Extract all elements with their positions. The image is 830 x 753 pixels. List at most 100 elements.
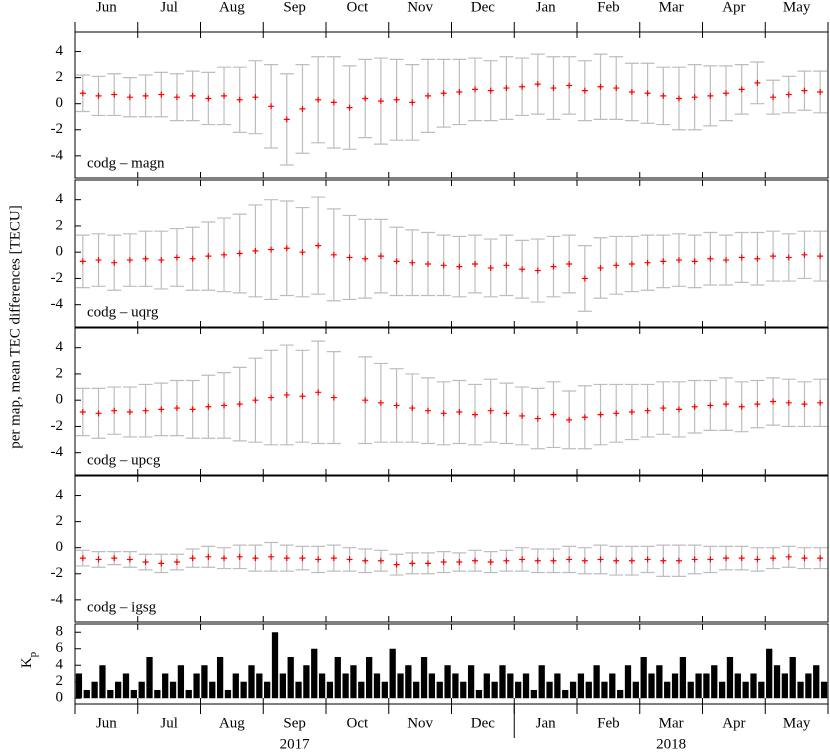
data-marker <box>691 556 698 563</box>
data-marker <box>817 399 824 406</box>
data-marker <box>330 394 337 401</box>
bar <box>138 681 145 699</box>
bar <box>467 665 475 699</box>
bar <box>789 656 796 699</box>
data-marker <box>644 407 651 414</box>
data-marker <box>79 555 86 562</box>
data-marker <box>95 556 102 563</box>
data-marker <box>691 94 698 101</box>
data-marker <box>550 85 557 92</box>
data-marker <box>707 402 714 409</box>
bar <box>326 681 334 699</box>
bar <box>232 673 239 699</box>
data-marker <box>503 262 510 269</box>
y-tick-label: 2 <box>56 69 64 85</box>
bar <box>444 665 451 699</box>
x-tick-label: May <box>783 715 811 731</box>
data-marker <box>142 255 149 262</box>
bar <box>209 681 216 699</box>
data-marker <box>707 556 714 563</box>
y-tick-label: 2 <box>56 673 64 689</box>
bar <box>436 681 443 699</box>
data-marker <box>79 258 86 265</box>
data-marker <box>754 556 761 563</box>
data-marker <box>315 556 322 563</box>
bar <box>303 665 310 699</box>
data-marker <box>173 94 180 101</box>
data-marker <box>660 92 667 99</box>
markers <box>79 79 824 123</box>
data-marker <box>801 555 808 562</box>
bar <box>781 673 788 699</box>
bar <box>99 665 106 699</box>
bar <box>718 681 726 699</box>
bar <box>726 656 734 699</box>
markers <box>79 389 824 423</box>
data-marker <box>315 96 322 103</box>
data-marker <box>393 258 400 265</box>
y-tick-label: 2 <box>56 217 64 233</box>
data-marker <box>205 253 212 260</box>
data-marker <box>362 255 369 262</box>
bar <box>687 681 694 699</box>
data-marker <box>534 557 541 564</box>
data-marker <box>597 556 604 563</box>
data-marker <box>566 556 573 563</box>
bar <box>342 673 349 699</box>
data-marker <box>236 553 243 560</box>
data-marker <box>126 556 133 563</box>
error-bars <box>75 196 828 312</box>
data-marker <box>675 406 682 413</box>
bar <box>703 673 710 699</box>
data-marker <box>377 253 384 260</box>
data-marker <box>330 251 337 258</box>
data-marker <box>268 394 275 401</box>
y-tick-label: 6 <box>56 640 64 656</box>
data-marker <box>424 407 431 414</box>
bar <box>750 673 757 699</box>
bar <box>248 665 255 699</box>
data-marker <box>330 555 337 562</box>
data-marker <box>644 90 651 97</box>
data-marker <box>393 96 400 103</box>
bar <box>813 665 820 699</box>
data-marker <box>675 257 682 264</box>
data-marker <box>283 116 290 123</box>
data-marker <box>503 85 510 92</box>
x-tick-label: Oct <box>347 715 369 731</box>
x-tick-label: Jun <box>96 715 117 731</box>
data-marker <box>566 82 573 89</box>
data-marker <box>675 557 682 564</box>
bar <box>185 689 192 699</box>
data-marker <box>173 559 180 566</box>
bar <box>366 656 373 699</box>
data-marker <box>550 411 557 418</box>
data-marker <box>707 92 714 99</box>
data-marker <box>487 87 494 94</box>
data-marker <box>519 83 526 90</box>
data-marker <box>252 94 259 101</box>
bar <box>115 681 122 699</box>
data-marker <box>738 403 745 410</box>
data-marker <box>424 92 431 99</box>
bar <box>530 689 537 699</box>
bar <box>805 673 812 699</box>
bar <box>546 681 553 699</box>
bar <box>428 673 436 699</box>
bar <box>491 681 498 699</box>
data-marker <box>283 245 290 252</box>
bar <box>773 665 781 699</box>
data-marker <box>597 83 604 90</box>
x-tick-label: Apr <box>722 0 745 15</box>
data-marker <box>456 263 463 270</box>
bar <box>193 673 200 699</box>
panel-label: codg – upcg <box>87 452 161 468</box>
data-marker <box>785 553 792 560</box>
y-tick-label: -2 <box>51 270 64 286</box>
panel-label: codg – igsg <box>87 599 157 615</box>
data-marker <box>330 99 337 106</box>
bar <box>664 681 671 699</box>
data-marker <box>79 409 86 415</box>
bar <box>146 656 153 699</box>
